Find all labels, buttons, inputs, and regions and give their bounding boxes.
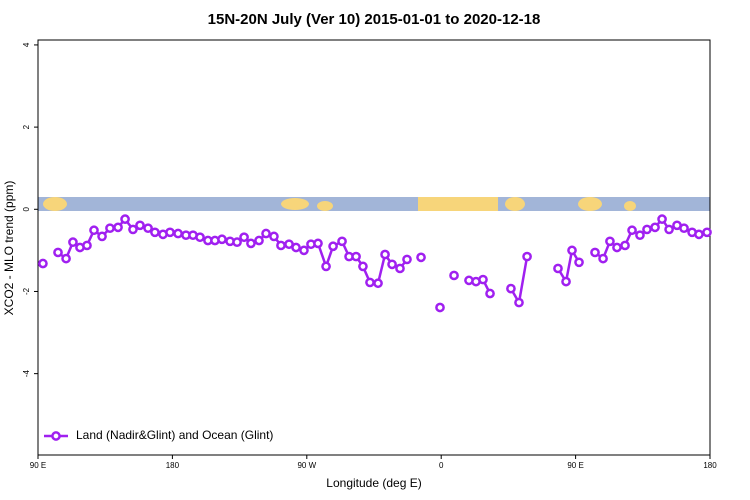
series-marker [664, 224, 674, 235]
series-marker [694, 229, 704, 240]
series-marker [642, 224, 652, 235]
series-marker [387, 259, 397, 270]
series-marker [82, 240, 92, 251]
series-marker [598, 253, 608, 264]
x-tick-label: 90 E [567, 461, 583, 470]
x-tick-label: 180 [703, 461, 717, 470]
series-marker [402, 254, 412, 265]
chart-title: 15N-20N July (Ver 10) 2015-01-01 to 2020… [208, 11, 541, 28]
series-marker [246, 238, 256, 249]
series-marker [61, 253, 71, 264]
series-marker [351, 251, 361, 262]
series-marker [561, 276, 571, 287]
series-marker [627, 225, 637, 236]
y-axis-label: XCO2 - MLO trend (ppm) [2, 181, 16, 316]
x-axis-label: Longitude (deg E) [326, 476, 421, 490]
series-marker [650, 222, 660, 233]
series-marker [605, 236, 615, 247]
series-marker [313, 238, 323, 249]
series-marker [217, 234, 227, 245]
series-marker [449, 270, 459, 281]
series-marker [358, 261, 368, 272]
series-marker [53, 247, 63, 258]
series-marker [574, 257, 584, 268]
series-marker [97, 231, 107, 242]
y-tick-label: 4 [22, 42, 31, 47]
y-tick-label: 0 [22, 207, 31, 212]
series-marker [679, 223, 689, 234]
series-marker [416, 252, 426, 263]
x-tick-label: 90 E [30, 461, 46, 470]
y-tick-label: -4 [22, 370, 31, 378]
series-marker [337, 236, 347, 247]
series-marker [135, 220, 145, 231]
series-marker [657, 214, 667, 224]
plot-frame [37, 39, 711, 456]
series-marker [128, 224, 138, 235]
series-marker [276, 240, 286, 251]
series-marker [522, 251, 532, 262]
series-marker [620, 240, 630, 251]
y-tick-label: -2 [22, 287, 31, 295]
series-marker [269, 231, 279, 242]
series-marker [120, 214, 130, 224]
series-marker [553, 263, 563, 274]
series-marker [150, 227, 160, 238]
series-marker [590, 247, 600, 258]
series-marker [514, 297, 524, 308]
series-marker [395, 263, 405, 274]
series-marker [239, 232, 249, 243]
series-marker [435, 302, 445, 313]
series-marker [165, 227, 175, 238]
series-marker [702, 227, 712, 238]
series-marker [38, 258, 48, 269]
series-marker [478, 274, 488, 285]
series-marker [254, 235, 264, 246]
series-marker [365, 277, 375, 288]
map-strip [38, 197, 710, 211]
x-tick-label: 0 [439, 461, 444, 470]
series-marker [506, 283, 516, 294]
legend-label: Land (Nadir&Glint) and Ocean (Glint) [76, 428, 273, 442]
series-marker [328, 241, 338, 252]
series-marker [173, 228, 183, 239]
series-marker [195, 232, 205, 243]
series-marker [89, 225, 99, 236]
series-marker [232, 237, 242, 248]
series-marker [143, 223, 153, 234]
series-marker [612, 242, 622, 253]
series-marker [113, 222, 123, 233]
series-marker [485, 288, 495, 299]
x-tick-label: 90 W [297, 461, 316, 470]
y-tick-label: 2 [22, 124, 31, 129]
legend-marker [51, 431, 61, 441]
series-marker [567, 245, 577, 256]
series-marker [299, 245, 309, 256]
series-marker [105, 223, 115, 234]
series-marker [380, 249, 390, 260]
series-marker [321, 261, 331, 272]
series-marker [291, 242, 301, 253]
series-marker [68, 237, 78, 248]
x-tick-label: 180 [166, 461, 180, 470]
series-marker [261, 228, 271, 239]
series-marker [373, 278, 383, 289]
series-marker [635, 230, 645, 241]
